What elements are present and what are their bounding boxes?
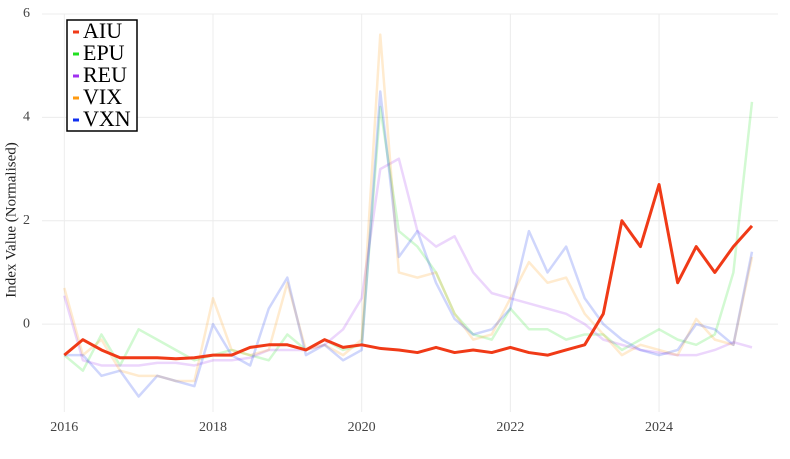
series-line — [63, 183, 754, 361]
x-tick-label: 2020 — [348, 420, 376, 435]
series-line — [63, 33, 754, 383]
legend-label: VXN — [83, 106, 131, 131]
legend-label: AIU — [83, 18, 122, 43]
y-axis-label: Index Value (Normalised) — [3, 142, 19, 298]
legend-label: EPU — [83, 40, 125, 65]
y-tick-label: 4 — [23, 110, 30, 125]
x-tick-label: 2016 — [50, 420, 78, 435]
series-line — [64, 90, 754, 398]
x-tick-label: 2022 — [496, 420, 524, 435]
legend-label: VIX — [83, 84, 122, 109]
y-tick-label: 6 — [23, 6, 30, 21]
x-tick-label: 2018 — [199, 420, 227, 435]
series-line — [63, 101, 754, 372]
y-tick-label: 2 — [23, 213, 30, 228]
x-tick-label: 2024 — [645, 420, 673, 435]
legend-label: REU — [83, 62, 127, 87]
y-tick-label: 0 — [23, 316, 30, 331]
series-line — [63, 157, 753, 367]
